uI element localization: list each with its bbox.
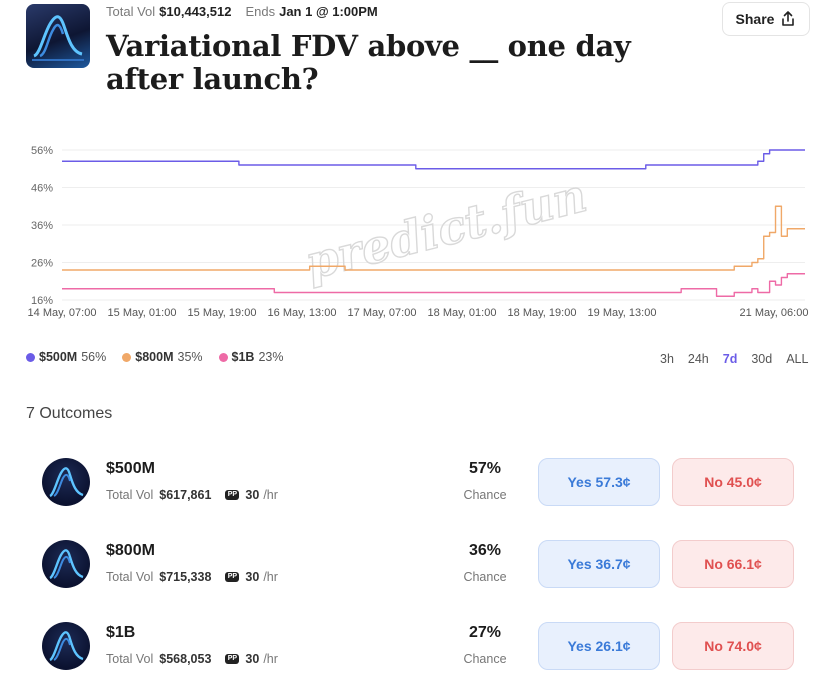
buy-no-button[interactable]: No 66.1¢ (672, 540, 794, 588)
market-logo (26, 4, 90, 68)
outcome-chance-label: Chance (463, 652, 507, 666)
outcome-rate: 30 (245, 652, 260, 666)
points-icon: PP (225, 572, 240, 582)
outcome-avatar (42, 540, 90, 588)
legend-value: 23% (258, 350, 284, 364)
outcome-vol-label: Total Vol (106, 652, 154, 666)
buy-yes-button[interactable]: Yes 36.7¢ (538, 540, 660, 588)
market-header: Total Vol $10,443,512 Ends Jan 1 @ 1:00PM V… (0, 0, 822, 110)
points-icon: PP (225, 654, 240, 664)
outcome-chance-value: 27% (468, 624, 502, 641)
series-line-500m (62, 149, 805, 170)
outcome-vol-value: $715,338 (159, 570, 212, 584)
outcome-vol-value: $568,053 (159, 652, 212, 666)
variational-logo-icon (49, 467, 84, 498)
outcome-rate: 30 (245, 570, 260, 584)
outcome-row[interactable]: $1B Total Vol $568,053 PP 30/hr 27% Chance Yes … (0, 616, 822, 683)
y-tick-label: 26% (31, 258, 53, 270)
outcome-row[interactable]: $800M Total Vol $715,338 PP 30/hr 36% Chance Ye… (0, 534, 822, 604)
x-tick-label: 15 May, 19:00 (188, 307, 257, 319)
market-meta: Total Vol $10,443,512 Ends Jan 1 @ 1:00PM (106, 4, 392, 19)
series-line-800m (62, 205, 805, 271)
outcome-chance-value: 57% (468, 460, 502, 477)
x-tick-label: 15 May, 01:00 (108, 307, 177, 319)
x-tick-label: 18 May, 19:00 (508, 307, 577, 319)
y-tick-label: 56% (31, 145, 53, 157)
outcome-vol-label: Total Vol (106, 570, 154, 584)
outcome-vol-value: $617,861 (159, 488, 212, 502)
total-vol-label: Total Vol (106, 4, 156, 19)
x-tick-label: 19 May, 13:00 (588, 307, 657, 319)
variational-logo-icon (49, 631, 84, 662)
outcome-name: $1B (106, 624, 136, 641)
range-option-all[interactable]: ALL (786, 352, 809, 366)
x-tick-label: 18 May, 01:00 (428, 307, 497, 319)
outcome-name: $800M (106, 542, 155, 559)
x-tick-label: 21 May, 06:00 (740, 307, 809, 319)
variational-logo-icon (49, 549, 84, 580)
outcome-row[interactable]: $500M Total Vol $617,861 PP 30/hr 57% Chance Ye… (0, 452, 822, 522)
buy-yes-button[interactable]: Yes 57.3¢ (538, 458, 660, 506)
outcome-vol-label: Total Vol (106, 488, 154, 502)
y-tick-label: 46% (31, 183, 53, 195)
ends-label: Ends (245, 4, 276, 19)
y-tick-label: 16% (31, 295, 53, 307)
legend-dot (26, 352, 35, 362)
range-option-3h[interactable]: 3h (660, 352, 674, 366)
x-tick-label: 14 May, 07:00 (28, 307, 97, 319)
total-vol-value: $10,443,512 (159, 4, 232, 19)
range-option-24h[interactable]: 24h (687, 352, 709, 366)
outcome-rate-unit: /hr (263, 570, 278, 584)
ends-value: Jan 1 @ 1:00PM (279, 4, 378, 19)
chart-legend: $500M 56% $800M 35% $1B 23% (26, 350, 284, 364)
outcome-stats: Total Vol $715,338 PP 30/hr (106, 570, 278, 584)
buy-no-button[interactable]: No 45.0¢ (672, 458, 794, 506)
price-chart: 56% 46% 36% 26% 16% 14 May, 07:00 15 May, 01:0… (0, 125, 822, 325)
buy-yes-button[interactable]: Yes 26.1¢ (538, 622, 660, 670)
range-option-30d[interactable]: 30d (751, 352, 773, 366)
share-button[interactable]: Share (722, 2, 810, 36)
price-chart-svg: 56% 46% 36% 26% 16%14 May, 07:00 15 May, 01:0… (28, 145, 809, 319)
series-line-1b (62, 273, 805, 297)
x-tick-label: 16 May, 13:00 (268, 307, 337, 319)
variational-logo-icon (32, 15, 84, 61)
legend-label: $1B (231, 350, 255, 364)
outcome-rate: 30 (245, 488, 260, 502)
x-tick-label: 17 May, 07:00 (348, 307, 417, 319)
outcome-avatar (42, 622, 90, 670)
range-option-7d[interactable]: 7d (722, 352, 738, 366)
watermark-text: predict.fun (300, 168, 592, 290)
outcome-name: $500M (106, 460, 155, 477)
legend-item: $800M 35% (122, 350, 203, 364)
buy-no-button[interactable]: No 74.0¢ (672, 622, 794, 670)
share-label: Share (735, 11, 775, 27)
outcome-rate-unit: /hr (263, 488, 278, 502)
outcome-stats: Total Vol $617,861 PP 30/hr (106, 488, 278, 502)
outcomes-title: 7 Outcomes (26, 405, 113, 422)
outcome-chance-label: Chance (463, 488, 507, 502)
points-icon: PP (225, 490, 240, 500)
legend-dot (218, 352, 228, 362)
legend-label: $800M (135, 350, 174, 364)
time-range-selector: 3h 24h 7d 30d ALL (660, 352, 808, 366)
legend-item: $1B 23% (218, 350, 284, 364)
legend-item: $500M 56% (26, 350, 106, 364)
outcome-stats: Total Vol $568,053 PP 30/hr (106, 652, 278, 666)
y-tick-label: 36% (31, 220, 53, 232)
legend-dot (122, 352, 132, 362)
outcome-avatar (42, 458, 90, 506)
legend-label: $500M (39, 350, 78, 364)
outcome-chance-label: Chance (463, 570, 507, 584)
share-icon (782, 11, 795, 26)
outcome-chance-value: 36% (468, 542, 502, 559)
legend-value: 35% (177, 350, 203, 364)
legend-value: 56% (81, 350, 107, 364)
market-title: Variational FDV above __ one day after l… (106, 29, 631, 96)
outcome-rate-unit: /hr (263, 652, 278, 666)
